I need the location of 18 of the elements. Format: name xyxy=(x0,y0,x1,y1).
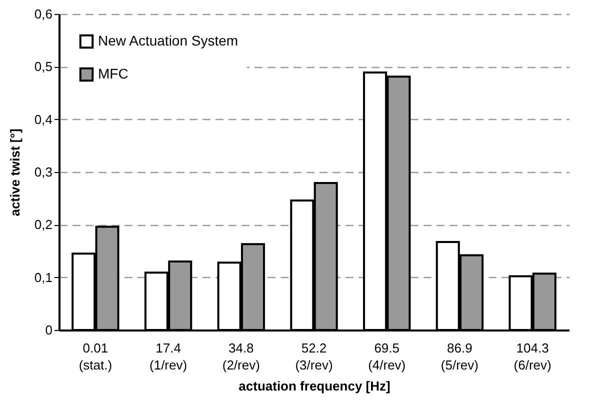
y-tick-label: 0,2 xyxy=(34,217,52,232)
x-tick-label: 52.2 (3/rev) xyxy=(295,340,333,372)
y-tick-label: 0 xyxy=(45,322,52,338)
x-tick-label: 17.4 (1/rev) xyxy=(150,340,188,372)
x-tick-label: 34.8 (2/rev) xyxy=(222,340,260,372)
legend-label: MFC xyxy=(98,66,128,82)
y-tick-label: 0,4 xyxy=(34,112,52,127)
x-tick-label: 0.01 (stat.) xyxy=(78,340,112,372)
y-tick-label: 0,1 xyxy=(34,270,52,285)
x-axis-title: actuation frequency [Hz] xyxy=(238,378,390,394)
x-tick-label: 86.9 (5/rev) xyxy=(440,340,478,372)
legend-label: New Actuation System xyxy=(98,32,238,48)
x-tick-label: 69.5 (4/rev) xyxy=(368,340,406,372)
y-tick-label: 0,3 xyxy=(34,164,52,180)
x-tick-label: 104.3 (6/rev) xyxy=(514,340,552,372)
y-tick-label: 0,6 xyxy=(34,6,52,22)
y-tick-label: 0,5 xyxy=(34,59,52,74)
y-axis-title: active twist [°] xyxy=(7,128,22,216)
